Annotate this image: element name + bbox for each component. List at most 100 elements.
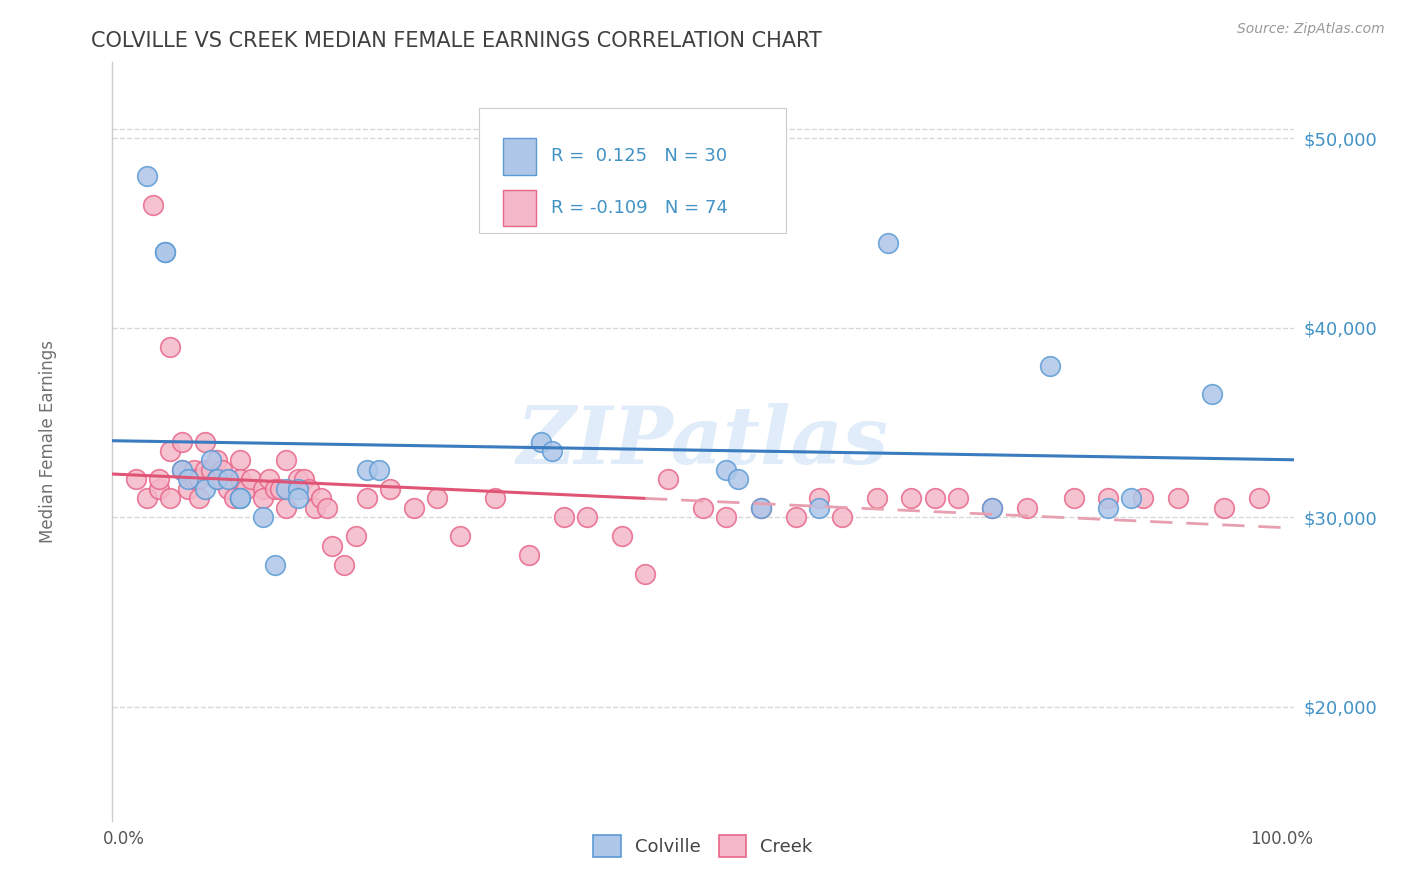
Point — [981, 500, 1004, 515]
Text: Source: ZipAtlas.com: Source: ZipAtlas.com — [1237, 22, 1385, 37]
Point — [263, 482, 285, 496]
Point — [276, 453, 298, 467]
Point — [807, 491, 830, 506]
Point — [183, 473, 205, 487]
Point — [252, 482, 274, 496]
Legend: Colville, Creek: Colville, Creek — [586, 828, 820, 864]
Point — [200, 453, 222, 467]
Point — [304, 500, 326, 515]
Point — [235, 482, 257, 496]
Point — [981, 500, 1004, 515]
Point — [714, 463, 737, 477]
Point — [205, 473, 228, 487]
Point — [634, 567, 657, 582]
Point — [136, 169, 159, 184]
Point — [276, 482, 298, 496]
Text: ZIPatlas: ZIPatlas — [517, 403, 889, 480]
Point — [276, 500, 298, 515]
Point — [541, 444, 564, 458]
Point — [517, 548, 540, 563]
Point — [222, 491, 245, 506]
Point — [200, 463, 222, 477]
Point — [553, 510, 575, 524]
Point — [1201, 387, 1223, 401]
Point — [333, 558, 356, 572]
Point — [229, 473, 252, 487]
Point — [657, 473, 679, 487]
Point — [153, 244, 176, 259]
Point — [170, 434, 193, 449]
Point — [807, 500, 830, 515]
Point — [1039, 359, 1062, 373]
Point — [1247, 491, 1270, 506]
Point — [1121, 491, 1143, 506]
Point — [124, 473, 146, 487]
Point — [402, 500, 425, 515]
Point — [785, 510, 807, 524]
Point — [211, 463, 233, 477]
Point — [170, 463, 193, 477]
Point — [866, 491, 889, 506]
Point — [426, 491, 449, 506]
Point — [170, 463, 193, 477]
Point — [194, 434, 217, 449]
Point — [749, 500, 772, 515]
Point — [946, 491, 969, 506]
Point — [205, 473, 228, 487]
Point — [240, 473, 263, 487]
Point — [229, 453, 252, 467]
Point — [217, 482, 239, 496]
Point — [449, 529, 471, 543]
Point — [727, 473, 749, 487]
Point — [205, 453, 228, 467]
Point — [217, 473, 239, 487]
Point — [356, 491, 378, 506]
Point — [530, 434, 553, 449]
Point — [576, 510, 599, 524]
Text: R = -0.109   N = 74: R = -0.109 N = 74 — [551, 199, 727, 217]
Point — [159, 340, 181, 354]
Point — [263, 558, 285, 572]
Point — [831, 510, 853, 524]
Point — [287, 473, 309, 487]
Point — [252, 510, 274, 524]
Text: COLVILLE VS CREEK MEDIAN FEMALE EARNINGS CORRELATION CHART: COLVILLE VS CREEK MEDIAN FEMALE EARNINGS… — [91, 31, 823, 51]
Text: R =  0.125   N = 30: R = 0.125 N = 30 — [551, 147, 727, 165]
Point — [159, 491, 181, 506]
Point — [229, 491, 252, 506]
Point — [292, 473, 315, 487]
Point — [229, 491, 252, 506]
Point — [252, 491, 274, 506]
Point — [380, 482, 402, 496]
Point — [188, 491, 211, 506]
Text: Median Female Earnings: Median Female Earnings — [38, 340, 56, 543]
Point — [287, 491, 309, 506]
Point — [269, 482, 291, 496]
Point — [194, 482, 217, 496]
Point — [749, 500, 772, 515]
Point — [484, 491, 506, 506]
Bar — [503, 138, 537, 175]
Point — [900, 491, 922, 506]
Point — [287, 482, 309, 496]
Point — [1063, 491, 1085, 506]
Point — [1167, 491, 1189, 506]
Point — [217, 473, 239, 487]
Point — [188, 473, 211, 487]
Point — [183, 463, 205, 477]
Point — [194, 463, 217, 477]
Point — [309, 491, 332, 506]
Point — [356, 463, 378, 477]
Point — [1097, 491, 1119, 506]
Point — [1213, 500, 1236, 515]
Point — [257, 473, 280, 487]
Point — [344, 529, 367, 543]
FancyBboxPatch shape — [478, 108, 786, 233]
Point — [610, 529, 633, 543]
Bar — [503, 190, 537, 227]
Point — [148, 473, 170, 487]
Point — [692, 500, 714, 515]
Point — [136, 491, 159, 506]
Point — [177, 473, 200, 487]
Point — [148, 482, 170, 496]
